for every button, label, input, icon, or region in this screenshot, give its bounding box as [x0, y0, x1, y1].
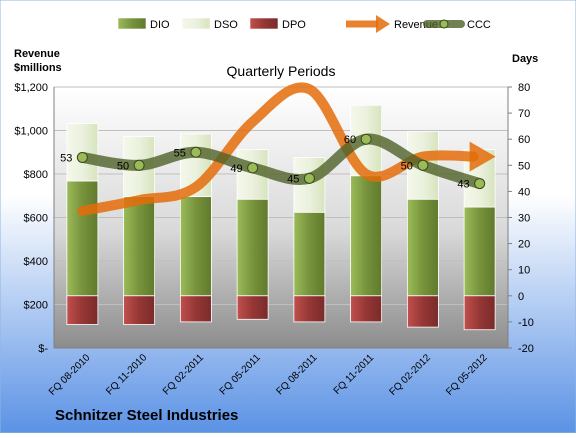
right-tick-label: 60 [518, 134, 530, 146]
bar-dpo [463, 295, 496, 331]
legend-swatch-dso [181, 17, 211, 30]
revenue-arrowhead [469, 141, 496, 172]
bar-dio [463, 206, 496, 297]
ccc-marker [303, 172, 315, 184]
legend: DIO DSO DPO Revenue CCC [117, 15, 491, 33]
ccc-data-label: 45 [287, 173, 299, 185]
bar-dpo [123, 295, 156, 325]
left-tick-label: $1,200 [14, 82, 48, 94]
right-tick-label: -10 [518, 317, 534, 329]
ccc-data-label: 50 [117, 160, 129, 172]
right-axis: -20 -10 0 10 20 30 40 50 60 70 80 [507, 82, 534, 355]
ccc-data-label: 43 [457, 179, 469, 191]
legend-label-ccc: CCC [467, 19, 491, 31]
right-tick-label: 10 [518, 265, 530, 277]
legend-swatch-dpo [249, 17, 279, 30]
ccc-marker [190, 146, 202, 158]
legend-label-dpo: DPO [282, 19, 306, 31]
ccc-data-labels: 53 50 55 49 45 60 50 43 [60, 134, 470, 190]
bar-dpo [66, 295, 99, 325]
ccc-data-label: 60 [344, 134, 356, 146]
ccc-marker [360, 133, 372, 145]
chart-title: Quarterly Periods [227, 63, 336, 79]
bar-dio [236, 198, 269, 297]
legend-label-dio: DIO [150, 19, 170, 31]
left-axis-label-line1: Revenue [14, 48, 60, 60]
bar-dpo [236, 295, 269, 320]
bar-dio [179, 196, 212, 297]
ccc-data-label: 50 [401, 160, 413, 172]
left-axis-label-line2: $millions [14, 62, 62, 74]
bar-dpo [350, 295, 383, 323]
left-tick-label: $1,000 [14, 126, 48, 138]
left-tick-label: $200 [24, 300, 48, 312]
right-tick-label: 50 [518, 160, 530, 172]
ccc-marker [133, 159, 145, 171]
bar-dpo [179, 295, 212, 323]
series-lines [76, 82, 496, 216]
legend-swatch-dio [117, 17, 147, 30]
left-tick-label: $- [38, 343, 48, 355]
ccc-data-label: 53 [60, 152, 72, 164]
bar-dso [66, 123, 99, 182]
ccc-marker [247, 162, 259, 174]
left-tick-label: $800 [24, 169, 48, 181]
bar-dpo [406, 295, 439, 328]
bar-dio [350, 175, 383, 297]
ccc-marker [417, 159, 429, 171]
ccc-marker [474, 178, 486, 190]
ccc-data-label: 55 [174, 147, 186, 159]
bar-dio [293, 211, 326, 297]
right-axis-label: Days [512, 53, 538, 65]
company-name: Schnitzer Steel Industries [55, 407, 238, 424]
legend-swatch-ccc-marker [439, 19, 449, 29]
right-tick-label: 30 [518, 213, 530, 225]
left-tick-label: $400 [24, 256, 48, 268]
right-tick-label: 80 [518, 82, 530, 94]
right-tick-label: 70 [518, 108, 530, 120]
right-tick-label: 40 [518, 186, 530, 198]
left-tick-label: $600 [24, 213, 48, 225]
ccc-data-label: 49 [230, 163, 242, 175]
right-tick-label: 0 [518, 291, 524, 303]
bar-dpo [293, 295, 326, 323]
left-axis: $- $200 $400 $600 $800 $1,000 $1,200 [14, 82, 55, 355]
bar-dio [123, 196, 156, 297]
legend-swatch-revenue-arrow [376, 15, 390, 33]
bar-dio [66, 180, 99, 297]
legend-label-dso: DSO [214, 19, 238, 31]
ccc-marker [76, 151, 88, 163]
right-tick-label: 20 [518, 239, 530, 251]
bar-dio [406, 198, 439, 297]
ccc-line [76, 133, 486, 190]
right-tick-label: -20 [518, 343, 534, 355]
